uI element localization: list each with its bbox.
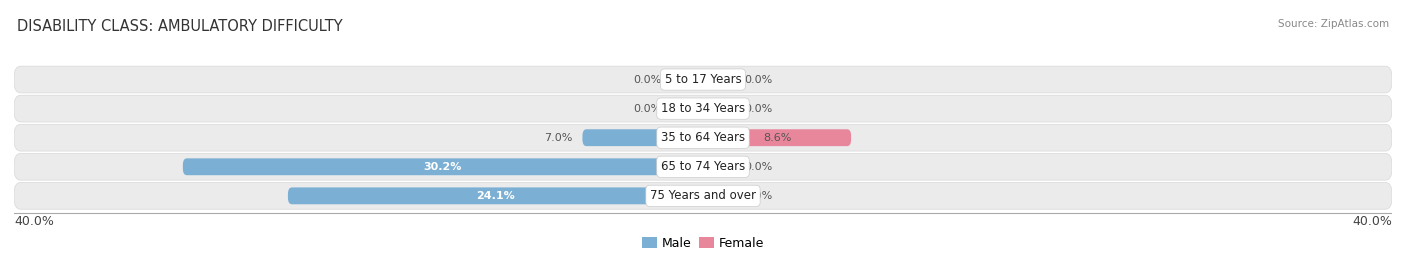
FancyBboxPatch shape xyxy=(582,129,703,146)
FancyBboxPatch shape xyxy=(14,66,1392,93)
Text: 24.1%: 24.1% xyxy=(477,191,515,201)
Text: 0.0%: 0.0% xyxy=(634,75,662,84)
FancyBboxPatch shape xyxy=(288,187,703,204)
Text: 7.0%: 7.0% xyxy=(544,133,572,143)
Text: 5 to 17 Years: 5 to 17 Years xyxy=(665,73,741,86)
Text: 0.0%: 0.0% xyxy=(744,75,772,84)
FancyBboxPatch shape xyxy=(703,129,851,146)
Text: DISABILITY CLASS: AMBULATORY DIFFICULTY: DISABILITY CLASS: AMBULATORY DIFFICULTY xyxy=(17,19,343,34)
Text: 40.0%: 40.0% xyxy=(14,215,53,228)
Text: 0.0%: 0.0% xyxy=(744,104,772,114)
FancyBboxPatch shape xyxy=(14,124,1392,151)
Text: 0.0%: 0.0% xyxy=(744,191,772,201)
Text: 30.2%: 30.2% xyxy=(423,162,463,172)
FancyBboxPatch shape xyxy=(14,182,1392,209)
Text: 65 to 74 Years: 65 to 74 Years xyxy=(661,160,745,173)
FancyBboxPatch shape xyxy=(703,100,734,117)
Text: 75 Years and over: 75 Years and over xyxy=(650,189,756,202)
Text: 18 to 34 Years: 18 to 34 Years xyxy=(661,102,745,115)
Text: 8.6%: 8.6% xyxy=(763,133,792,143)
Text: 0.0%: 0.0% xyxy=(634,104,662,114)
Text: 0.0%: 0.0% xyxy=(744,162,772,172)
FancyBboxPatch shape xyxy=(703,158,734,175)
FancyBboxPatch shape xyxy=(14,95,1392,122)
FancyBboxPatch shape xyxy=(703,187,734,204)
FancyBboxPatch shape xyxy=(703,71,734,88)
Text: 35 to 64 Years: 35 to 64 Years xyxy=(661,131,745,144)
Text: 40.0%: 40.0% xyxy=(1353,215,1392,228)
FancyBboxPatch shape xyxy=(672,100,703,117)
FancyBboxPatch shape xyxy=(183,158,703,175)
Text: Source: ZipAtlas.com: Source: ZipAtlas.com xyxy=(1278,19,1389,29)
FancyBboxPatch shape xyxy=(672,71,703,88)
Legend: Male, Female: Male, Female xyxy=(637,232,769,255)
FancyBboxPatch shape xyxy=(14,153,1392,180)
